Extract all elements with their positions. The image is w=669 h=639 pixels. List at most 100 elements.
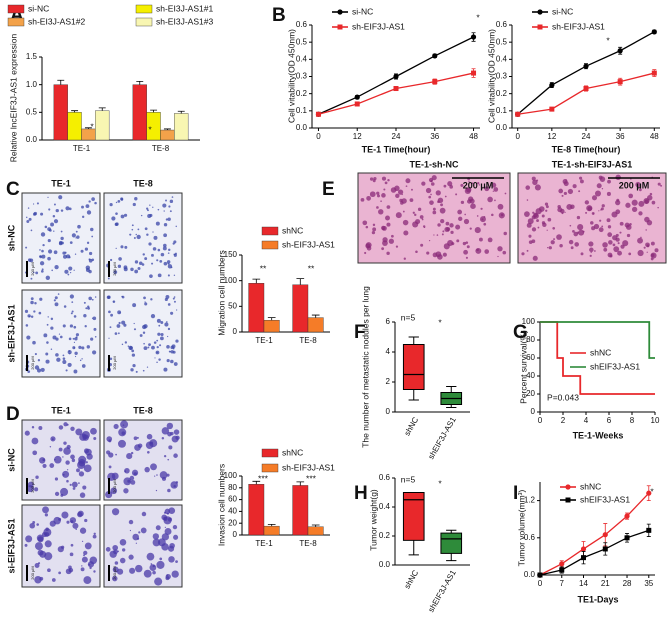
- image-blob: [163, 243, 167, 248]
- image-blob: [654, 248, 659, 253]
- image-blob: [163, 223, 168, 227]
- image-blob: [469, 227, 472, 230]
- image-blob: [132, 303, 137, 308]
- image-blob: [69, 552, 74, 557]
- image-blob: [174, 252, 177, 255]
- image-blob: [76, 235, 80, 239]
- image-blob: [140, 527, 147, 534]
- image-blob: [27, 370, 31, 374]
- image-blob: [55, 353, 59, 357]
- image-blob: [129, 567, 136, 574]
- image-blob: [26, 335, 31, 340]
- image-blob: [160, 332, 164, 337]
- image-blob: [643, 197, 650, 205]
- image-blob: [170, 350, 174, 354]
- image-blob: [85, 204, 90, 209]
- image-blob: [78, 345, 82, 349]
- image-blob: [25, 324, 29, 327]
- image-blob: [70, 543, 74, 547]
- image-blob: [53, 455, 62, 464]
- image-blob: [494, 199, 496, 202]
- image-blob: [62, 456, 64, 458]
- image-blob: [532, 211, 535, 214]
- image-blob: [40, 270, 44, 273]
- x-tick-label: 0: [538, 579, 543, 588]
- image-blob: [422, 225, 426, 228]
- image-blob: [150, 314, 156, 319]
- legend-label: si-NC: [28, 3, 49, 13]
- image-blob: [439, 207, 446, 214]
- image-blob: [598, 175, 603, 180]
- image-blob: [73, 269, 75, 271]
- panel-letter: D: [6, 404, 20, 425]
- image-row-label: sh-EIF3J-AS1: [6, 304, 16, 362]
- image-blob: [32, 203, 35, 205]
- image-blob: [53, 203, 56, 206]
- image-blob: [93, 327, 97, 331]
- image-blob: [49, 520, 56, 527]
- marker: [617, 79, 623, 85]
- image-blob: [31, 437, 39, 445]
- image-blob: [526, 199, 529, 201]
- image-blob: [168, 248, 171, 252]
- x-tick-label: 8: [630, 416, 635, 425]
- image-blob: [39, 297, 43, 301]
- scale-bar: [108, 261, 110, 277]
- image-blob: [619, 221, 624, 226]
- image-blob: [639, 188, 642, 192]
- image-blob: [167, 252, 170, 254]
- image-blob: [69, 517, 77, 524]
- annotation: ***: [306, 473, 317, 483]
- scale-label: 200 μM: [30, 566, 35, 579]
- image-blob: [80, 567, 85, 572]
- image-blob: [592, 213, 595, 215]
- image-blob: [172, 524, 178, 530]
- image-blob: [123, 477, 132, 486]
- x-tick-label: TE-1: [73, 144, 91, 153]
- y-tick-label: 0: [531, 407, 536, 416]
- image-blob: [50, 317, 54, 321]
- image-blob: [134, 269, 139, 274]
- image-blob: [148, 343, 151, 347]
- image-blob: [35, 475, 39, 479]
- image-blob: [29, 258, 34, 263]
- image-blob: [72, 346, 76, 350]
- image-blob: [463, 249, 469, 255]
- image-blob: [169, 199, 174, 204]
- image-blob: [44, 540, 52, 548]
- image-blob: [535, 208, 542, 215]
- x-axis-label: TE-1-Weeks: [573, 430, 624, 440]
- image-blob: [90, 427, 97, 435]
- image-blob: [457, 209, 463, 215]
- image-blob: [173, 534, 179, 540]
- image-blob: [84, 325, 87, 328]
- image-blob: [131, 469, 139, 476]
- image-blob: [91, 197, 95, 201]
- image-blob: [54, 302, 59, 307]
- image-blob: [55, 337, 59, 341]
- image-blob: [563, 191, 567, 196]
- image-blob: [109, 326, 112, 329]
- legend-marker: [537, 24, 543, 30]
- image-blob: [161, 514, 168, 521]
- image-blob: [85, 307, 88, 310]
- image-blob: [73, 325, 77, 329]
- image-blob: [156, 259, 159, 262]
- image-blob: [376, 191, 380, 195]
- image-blob: [88, 269, 92, 274]
- x-tick-label: 12: [547, 132, 556, 141]
- image-blob: [631, 199, 638, 206]
- image-blob: [175, 560, 178, 564]
- image-blob: [39, 550, 47, 558]
- image-blob: [166, 358, 170, 363]
- y-tick-label: 0: [233, 530, 238, 539]
- image-blob: [526, 249, 529, 252]
- image-blob: [405, 185, 408, 188]
- y-tick-label: 1.0: [26, 80, 38, 89]
- image-blob: [574, 242, 580, 247]
- x-tick-label: shEIF3J-AS1: [426, 415, 458, 461]
- image-blob: [161, 427, 170, 435]
- image-blob: [601, 225, 604, 228]
- y-tick-label: 0.2: [379, 531, 391, 540]
- image-blob: [146, 433, 153, 440]
